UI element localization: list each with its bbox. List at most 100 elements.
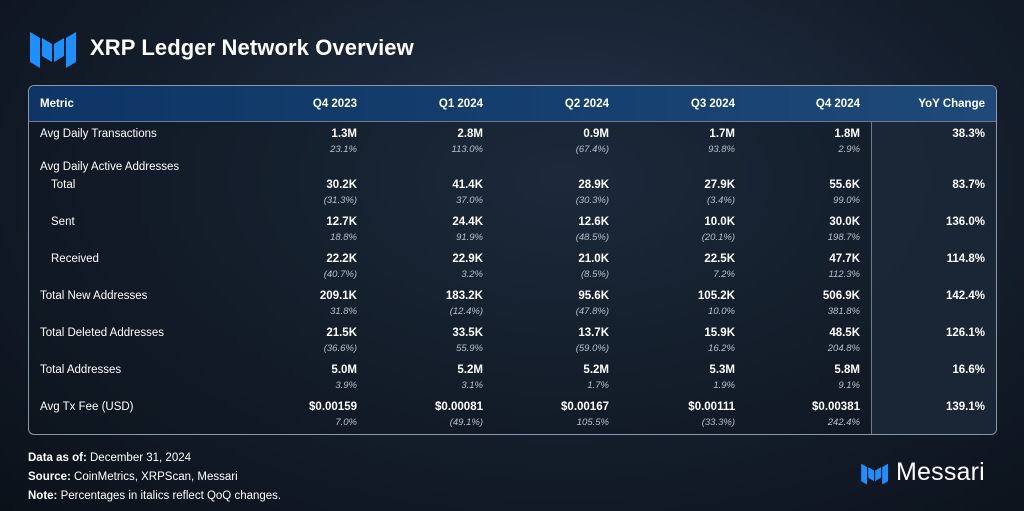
cell-qoq-change: (36.6%) bbox=[323, 343, 357, 354]
cell-value: 33.5K bbox=[452, 327, 483, 339]
messari-logo-icon bbox=[861, 463, 888, 485]
cell-qoq-change: (12.4%) bbox=[449, 306, 483, 317]
cell-yoy-change: 126.1% bbox=[945, 327, 985, 339]
brand-name: Messari bbox=[896, 458, 985, 486]
cell-yoy-change: 136.0% bbox=[945, 216, 985, 228]
cell-qoq-change: 1.9% bbox=[713, 380, 735, 391]
cell-qoq-change: 99.0% bbox=[833, 195, 860, 206]
cell-qoq-change: 7.2% bbox=[713, 269, 735, 280]
cell-yoy-change: 139.1% bbox=[945, 401, 985, 413]
row-label: Total Deleted Addresses bbox=[40, 327, 165, 339]
cell-qoq-change: 7.0% bbox=[335, 417, 357, 428]
cell-value: 1.7M bbox=[709, 128, 735, 140]
cell-value: 105.2K bbox=[697, 290, 735, 302]
cell-qoq-change: 3.1% bbox=[461, 380, 483, 391]
column-header-q1-2024: Q1 2024 bbox=[438, 98, 483, 110]
cell-qoq-change: (67.4%) bbox=[575, 144, 609, 155]
footer-note-label: Note: bbox=[28, 490, 58, 502]
cell-value: 15.9K bbox=[704, 327, 735, 339]
cell-qoq-change: 23.1% bbox=[330, 144, 357, 155]
cell-qoq-change: (20.1%) bbox=[701, 232, 735, 243]
cell-value: 5.2M bbox=[457, 364, 483, 376]
cell-value: $0.00111 bbox=[688, 401, 735, 413]
cell-qoq-change: 2.9% bbox=[838, 144, 860, 155]
cell-yoy-change: 16.6% bbox=[952, 364, 985, 376]
cell-qoq-change: 112.3% bbox=[828, 269, 860, 280]
cell-qoq-change: (59.0%) bbox=[575, 343, 609, 354]
brand-mark: Messari bbox=[860, 458, 985, 487]
cell-value: 21.0K bbox=[578, 253, 609, 265]
cell-qoq-change: 1.7% bbox=[587, 380, 609, 391]
column-header-yoy-change: YoY Change bbox=[918, 98, 985, 110]
column-header-q2-2024: Q2 2024 bbox=[564, 98, 609, 110]
cell-qoq-change: 242.4% bbox=[827, 417, 860, 428]
cell-qoq-change: (30.3%) bbox=[575, 195, 609, 206]
cell-value: 47.7K bbox=[829, 253, 860, 265]
cell-value: 28.9K bbox=[578, 179, 609, 191]
cell-value: 48.5K bbox=[829, 327, 860, 339]
cell-value: 5.8M bbox=[834, 364, 860, 376]
cell-value: 27.9K bbox=[704, 179, 735, 191]
cell-value: 209.1K bbox=[319, 290, 357, 302]
cell-qoq-change: 3.9% bbox=[335, 380, 357, 391]
column-header-q3-2024: Q3 2024 bbox=[690, 98, 735, 110]
cell-value: 55.6K bbox=[829, 179, 860, 191]
row-label: Total New Addresses bbox=[40, 290, 148, 302]
footer-note: Note: Percentages in italics reflect QoQ… bbox=[28, 487, 281, 506]
cell-value: 21.5K bbox=[326, 327, 357, 339]
cell-value: 95.6K bbox=[578, 290, 609, 302]
cell-value: 13.7K bbox=[578, 327, 609, 339]
row-label: Avg Daily Active Addresses bbox=[40, 161, 180, 173]
row-label: Avg Daily Transactions bbox=[40, 128, 157, 140]
cell-value: 30.0K bbox=[829, 216, 860, 228]
cell-value: $0.00159 bbox=[309, 401, 357, 413]
cell-value: 24.4K bbox=[452, 216, 483, 228]
table-header: Metric Q4 2023 Q1 2024 Q2 2024 Q3 2024 Q… bbox=[29, 86, 996, 122]
cell-qoq-change: 18.8% bbox=[330, 232, 357, 243]
cell-qoq-change: 10.0% bbox=[708, 306, 735, 317]
cell-qoq-change: (31.3%) bbox=[323, 195, 357, 206]
cell-qoq-change: (33.3%) bbox=[701, 417, 735, 428]
cell-value: 22.5K bbox=[704, 253, 735, 265]
footer-note-value: Percentages in italics reflect QoQ chang… bbox=[60, 490, 282, 502]
column-header-metric: Metric bbox=[40, 98, 74, 110]
cell-qoq-change: 91.9% bbox=[456, 232, 483, 243]
row-label: Received bbox=[51, 253, 99, 265]
cell-value: 5.2M bbox=[583, 364, 609, 376]
yoy-column-background bbox=[871, 86, 996, 434]
cell-value: 10.0K bbox=[704, 216, 735, 228]
row-label: Sent bbox=[51, 216, 75, 228]
cell-value: 22.9K bbox=[452, 253, 483, 265]
row-label: Total bbox=[51, 179, 76, 191]
cell-value: 5.0M bbox=[331, 364, 357, 376]
cell-value: $0.00381 bbox=[812, 401, 860, 413]
cell-yoy-change: 83.7% bbox=[952, 179, 985, 191]
cell-value: 12.6K bbox=[578, 216, 609, 228]
cell-qoq-change: (49.1%) bbox=[449, 417, 483, 428]
page-header: XRP Ledger Network Overview bbox=[28, 24, 414, 72]
cell-value: $0.00081 bbox=[435, 401, 483, 413]
cell-value: 0.9M bbox=[583, 128, 609, 140]
cell-yoy-change: 114.8% bbox=[946, 253, 985, 265]
footer-data-as-of-label: Data as of: bbox=[28, 452, 87, 464]
cell-yoy-change: 38.3% bbox=[952, 128, 985, 140]
footer-source: Source: CoinMetrics, XRPScan, Messari bbox=[28, 468, 281, 487]
cell-qoq-change: (47.8%) bbox=[575, 306, 609, 317]
cell-value: 41.4K bbox=[452, 179, 483, 191]
cell-value: 1.8M bbox=[834, 128, 860, 140]
footer-data-as-of: Data as of: December 31, 2024 bbox=[28, 449, 281, 468]
cell-value: 506.9K bbox=[822, 290, 860, 302]
cell-qoq-change: 9.1% bbox=[838, 380, 860, 391]
column-header-q4-2024: Q4 2024 bbox=[815, 98, 860, 110]
cell-yoy-change: 142.4% bbox=[945, 290, 985, 302]
footer-data-as-of-value: December 31, 2024 bbox=[90, 452, 192, 464]
cell-value: 30.2K bbox=[326, 179, 357, 191]
cell-qoq-change: 105.5% bbox=[576, 417, 609, 428]
cell-qoq-change: 93.8% bbox=[708, 144, 735, 155]
cell-qoq-change: (40.7%) bbox=[323, 269, 357, 280]
cell-qoq-change: 31.8% bbox=[330, 306, 357, 317]
cell-qoq-change: 37.0% bbox=[456, 195, 483, 206]
cell-qoq-change: 204.8% bbox=[827, 343, 860, 354]
cell-value: $0.00167 bbox=[561, 401, 609, 413]
cell-qoq-change: (8.5%) bbox=[581, 269, 609, 280]
